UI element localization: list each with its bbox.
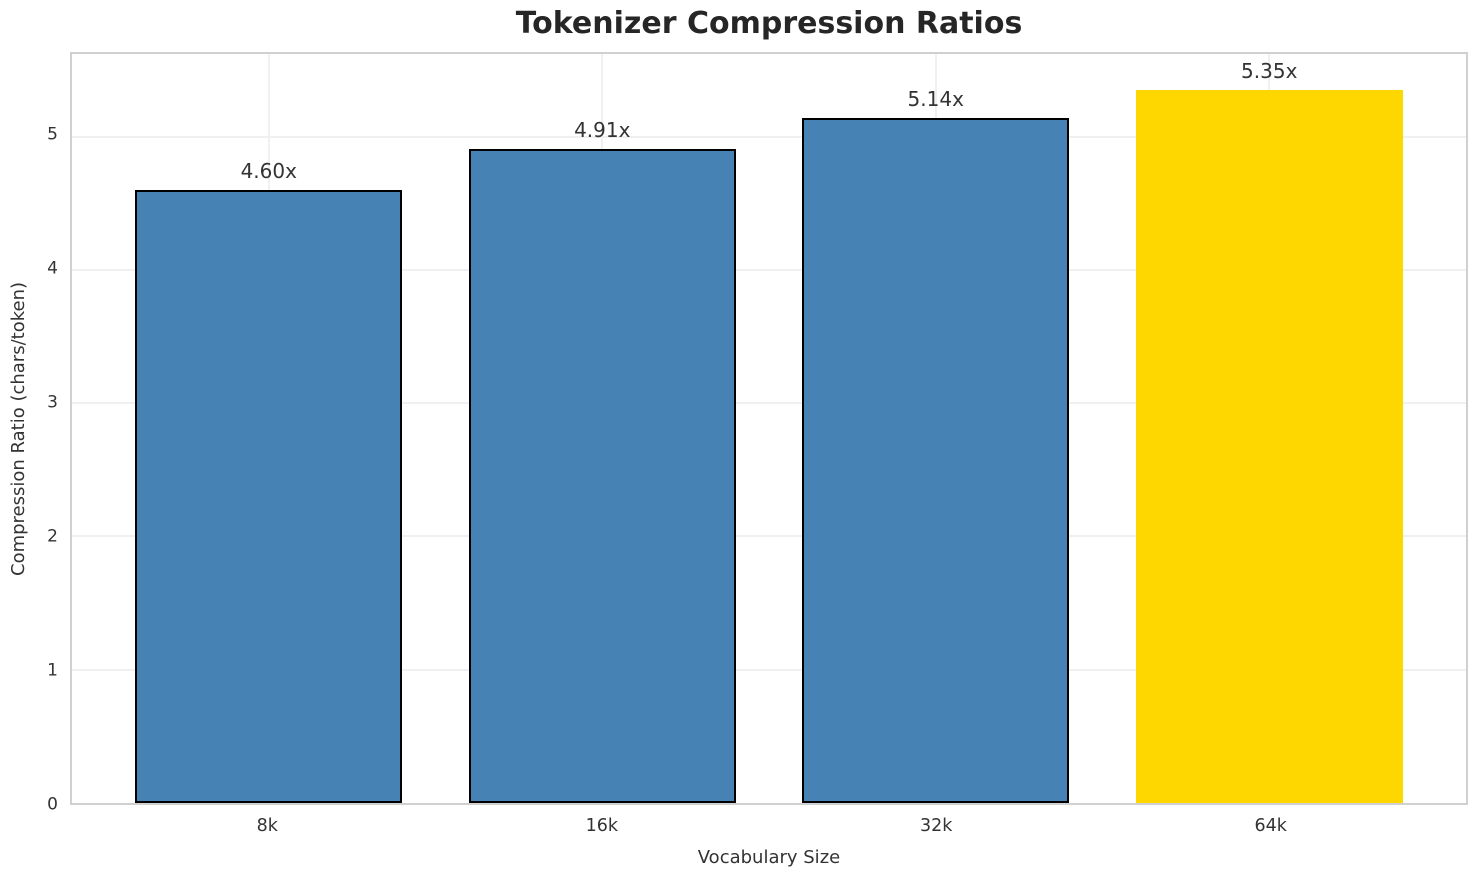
x-tick-label-64k: 64k	[1254, 816, 1287, 836]
bar-value-label: 5.14x	[907, 86, 964, 111]
bar-64k	[1135, 89, 1403, 803]
bar-value-label: 5.35x	[1241, 58, 1298, 83]
x-tick-labels: 8k 16k 32k 64k	[70, 816, 1468, 840]
gridline-horizontal	[72, 535, 1466, 538]
x-tick-label-8k: 8k	[256, 816, 278, 836]
y-tick-label: 1	[47, 660, 58, 681]
bar-16k	[468, 148, 736, 803]
gridline-horizontal	[72, 135, 1466, 138]
bar-8k	[135, 189, 403, 803]
bar-32k	[802, 117, 1070, 803]
plot-area: 4.60x 4.91x 5.14x 5.35x	[70, 52, 1468, 805]
x-tick-label-32k: 32k	[920, 816, 953, 836]
bar-value-label: 4.91x	[574, 117, 631, 142]
y-tick-label: 3	[47, 392, 58, 413]
y-tick-label: 4	[47, 258, 58, 279]
y-tick-label: 5	[47, 124, 58, 145]
bar-value-label: 4.60x	[240, 158, 297, 183]
chart-title: Tokenizer Compression Ratios	[515, 6, 1023, 41]
y-tick-label: 2	[47, 526, 58, 547]
gridline-horizontal	[72, 402, 1466, 405]
y-tick-label: 0	[47, 794, 58, 815]
gridline-horizontal	[72, 668, 1466, 671]
gridline-horizontal	[72, 268, 1466, 271]
x-axis-label: Vocabulary Size	[697, 847, 841, 868]
x-tick-label-16k: 16k	[585, 816, 618, 836]
y-tick-labels: 0 1 2 3 4 5	[0, 52, 58, 813]
